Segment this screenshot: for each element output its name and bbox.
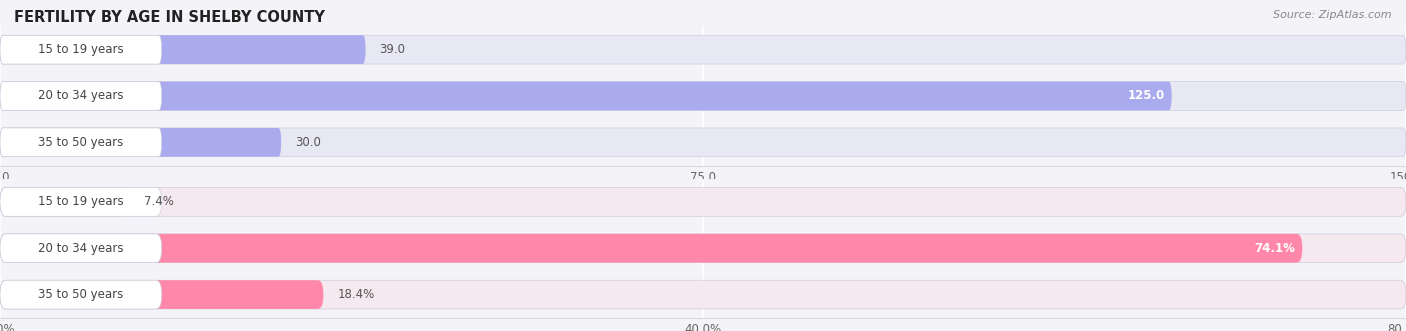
Text: 15 to 19 years: 15 to 19 years <box>38 195 124 209</box>
FancyBboxPatch shape <box>0 128 281 157</box>
FancyBboxPatch shape <box>0 82 162 110</box>
FancyBboxPatch shape <box>0 128 1406 157</box>
FancyBboxPatch shape <box>0 35 1406 64</box>
Text: 125.0: 125.0 <box>1128 89 1164 103</box>
FancyBboxPatch shape <box>0 188 162 216</box>
Text: 15 to 19 years: 15 to 19 years <box>38 43 124 56</box>
Text: 35 to 50 years: 35 to 50 years <box>38 288 124 301</box>
Text: 18.4%: 18.4% <box>337 288 374 301</box>
Text: Source: ZipAtlas.com: Source: ZipAtlas.com <box>1274 10 1392 20</box>
FancyBboxPatch shape <box>0 234 1302 262</box>
Text: 74.1%: 74.1% <box>1254 242 1295 255</box>
Text: 20 to 34 years: 20 to 34 years <box>38 89 124 103</box>
Text: 35 to 50 years: 35 to 50 years <box>38 136 124 149</box>
Text: 20 to 34 years: 20 to 34 years <box>38 242 124 255</box>
FancyBboxPatch shape <box>0 188 1406 216</box>
Text: 30.0: 30.0 <box>295 136 321 149</box>
FancyBboxPatch shape <box>0 35 366 64</box>
FancyBboxPatch shape <box>0 128 162 157</box>
FancyBboxPatch shape <box>0 35 162 64</box>
Text: FERTILITY BY AGE IN SHELBY COUNTY: FERTILITY BY AGE IN SHELBY COUNTY <box>14 10 325 25</box>
FancyBboxPatch shape <box>0 280 162 309</box>
FancyBboxPatch shape <box>0 188 131 216</box>
FancyBboxPatch shape <box>0 82 1171 110</box>
FancyBboxPatch shape <box>0 280 1406 309</box>
FancyBboxPatch shape <box>0 280 323 309</box>
FancyBboxPatch shape <box>0 234 1406 262</box>
FancyBboxPatch shape <box>0 234 162 262</box>
Text: 39.0: 39.0 <box>380 43 405 56</box>
Text: 7.4%: 7.4% <box>145 195 174 209</box>
FancyBboxPatch shape <box>0 82 1406 110</box>
